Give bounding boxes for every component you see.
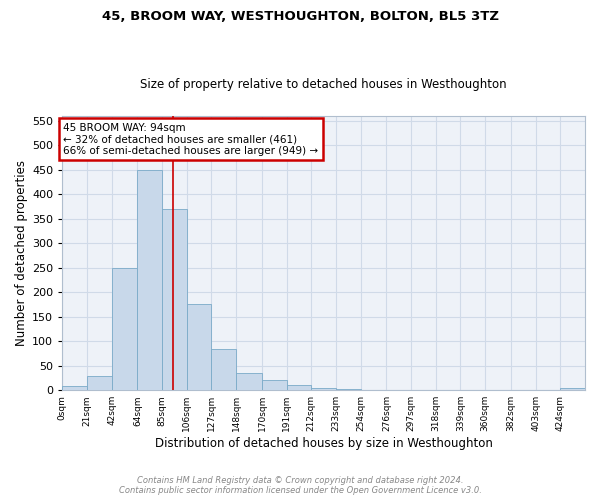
Bar <box>87 376 112 390</box>
Text: 45, BROOM WAY, WESTHOUGHTON, BOLTON, BL5 3TZ: 45, BROOM WAY, WESTHOUGHTON, BOLTON, BL5… <box>101 10 499 23</box>
Title: Size of property relative to detached houses in Westhoughton: Size of property relative to detached ho… <box>140 78 507 91</box>
Bar <box>137 170 162 390</box>
Bar <box>336 389 361 390</box>
Text: 45 BROOM WAY: 94sqm
← 32% of detached houses are smaller (461)
66% of semi-detac: 45 BROOM WAY: 94sqm ← 32% of detached ho… <box>64 122 319 156</box>
Bar <box>287 386 311 390</box>
Bar <box>62 386 87 390</box>
Text: Contains HM Land Registry data © Crown copyright and database right 2024.
Contai: Contains HM Land Registry data © Crown c… <box>119 476 481 495</box>
Bar <box>162 209 187 390</box>
Bar <box>187 304 211 390</box>
Bar <box>112 268 137 390</box>
Bar <box>311 388 336 390</box>
Y-axis label: Number of detached properties: Number of detached properties <box>15 160 28 346</box>
Bar <box>211 348 236 390</box>
X-axis label: Distribution of detached houses by size in Westhoughton: Distribution of detached houses by size … <box>155 437 493 450</box>
Bar <box>236 373 262 390</box>
Bar <box>560 388 585 390</box>
Bar <box>262 380 287 390</box>
